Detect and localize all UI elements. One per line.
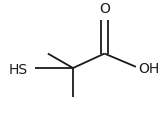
Text: HS: HS bbox=[9, 63, 28, 77]
Text: OH: OH bbox=[138, 62, 160, 76]
Text: O: O bbox=[99, 2, 110, 16]
